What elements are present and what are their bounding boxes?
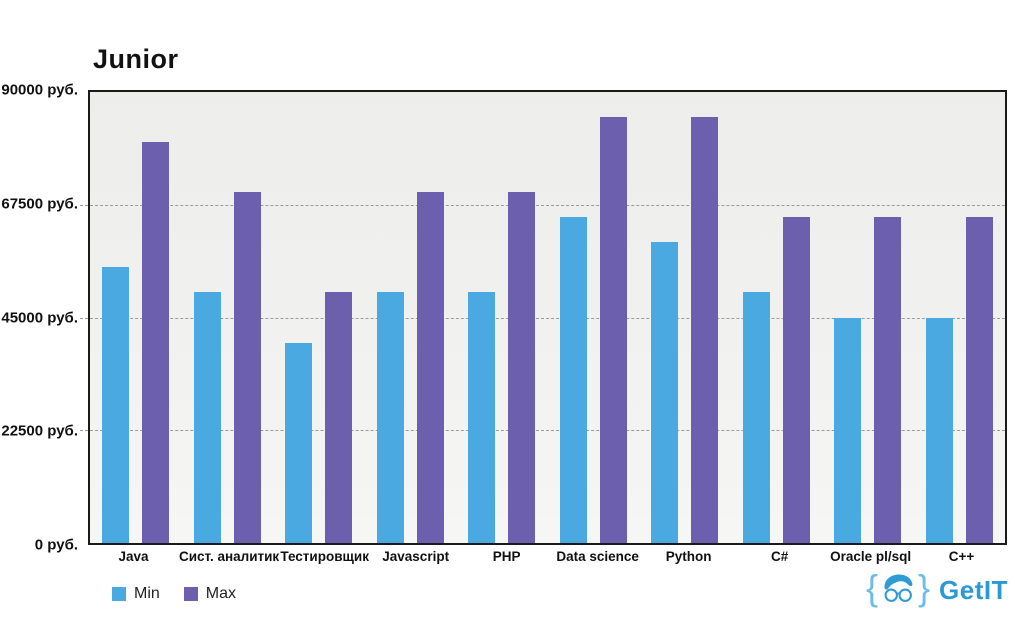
bar-min — [285, 342, 313, 543]
legend-min-label: Min — [134, 585, 160, 602]
bar-min — [834, 317, 862, 543]
x-axis-label: Python — [665, 549, 712, 564]
bar-max — [782, 217, 810, 543]
bar-min — [742, 292, 770, 543]
close-brace-icon: } — [918, 567, 931, 608]
bar-max — [325, 292, 353, 543]
legend-min-swatch — [112, 587, 126, 601]
x-axis-label: Oracle pl/sql — [830, 549, 912, 564]
bar-max — [599, 117, 627, 543]
bar-group — [639, 92, 731, 543]
y-tick-label: 45000 руб. — [1, 309, 78, 326]
x-axis-label: C++ — [948, 549, 975, 564]
bar-max — [142, 142, 170, 543]
bar-groups — [90, 92, 1005, 543]
getit-logo-text: GetIT — [939, 574, 1008, 605]
bar-min — [559, 217, 587, 543]
bar-max — [416, 192, 444, 543]
bar-min — [102, 267, 130, 543]
bar-group — [548, 92, 640, 543]
open-brace-icon: { — [865, 567, 879, 608]
legend-item-min: Min — [112, 585, 160, 603]
bar-max — [508, 192, 536, 543]
x-axis-label: PHP — [492, 549, 521, 564]
getit-logo: { } GetIT — [866, 570, 1008, 610]
legend-max-label: Max — [205, 585, 237, 602]
bar-group — [731, 92, 823, 543]
x-axis-label: Data science — [556, 549, 639, 564]
gridline — [80, 317, 1005, 319]
bar-min — [651, 242, 679, 543]
bar-group — [365, 92, 457, 543]
bar-max — [874, 217, 902, 543]
bar-group — [182, 92, 274, 543]
x-axis-label: Тестировщик — [280, 549, 369, 564]
bar-group — [90, 92, 182, 543]
y-axis-labels: 90000 руб. 67500 руб. 45000 руб. 22500 руб.… — [0, 82, 78, 554]
bar-group — [914, 92, 1006, 543]
x-axis-label: Сист. аналитик — [178, 549, 280, 564]
legend-item-max: Max — [183, 585, 237, 603]
gridline — [80, 430, 1005, 432]
bar-min — [925, 317, 953, 543]
y-tick-label: 22500 руб. — [1, 422, 78, 440]
bar-group — [273, 92, 365, 543]
chart-legend: Min Max — [112, 585, 236, 603]
y-tick-label: 90000 руб. — [1, 81, 78, 99]
y-tick-label: 67500 руб. — [1, 195, 78, 213]
bar-max — [233, 192, 261, 543]
bar-max — [965, 217, 993, 543]
x-axis-label: C# — [770, 549, 789, 564]
bar-min — [468, 292, 496, 543]
legend-max-swatch — [183, 587, 198, 601]
bar-max — [691, 117, 719, 543]
x-axis-labels: Java Сист. аналитик Тестировщик Javascript P… — [88, 549, 1007, 564]
x-axis-label: Javascript — [382, 549, 450, 564]
y-tick-label: 0 руб. — [34, 536, 78, 554]
face-glasses-icon — [880, 571, 916, 610]
bar-group — [456, 92, 548, 543]
bar-group — [822, 92, 914, 543]
gridline — [80, 204, 1005, 206]
bar-min — [376, 292, 404, 543]
bar-min — [193, 292, 221, 543]
plot-area — [80, 90, 1007, 545]
chart-title: Junior — [93, 44, 179, 74]
x-axis-label: Java — [118, 549, 149, 564]
